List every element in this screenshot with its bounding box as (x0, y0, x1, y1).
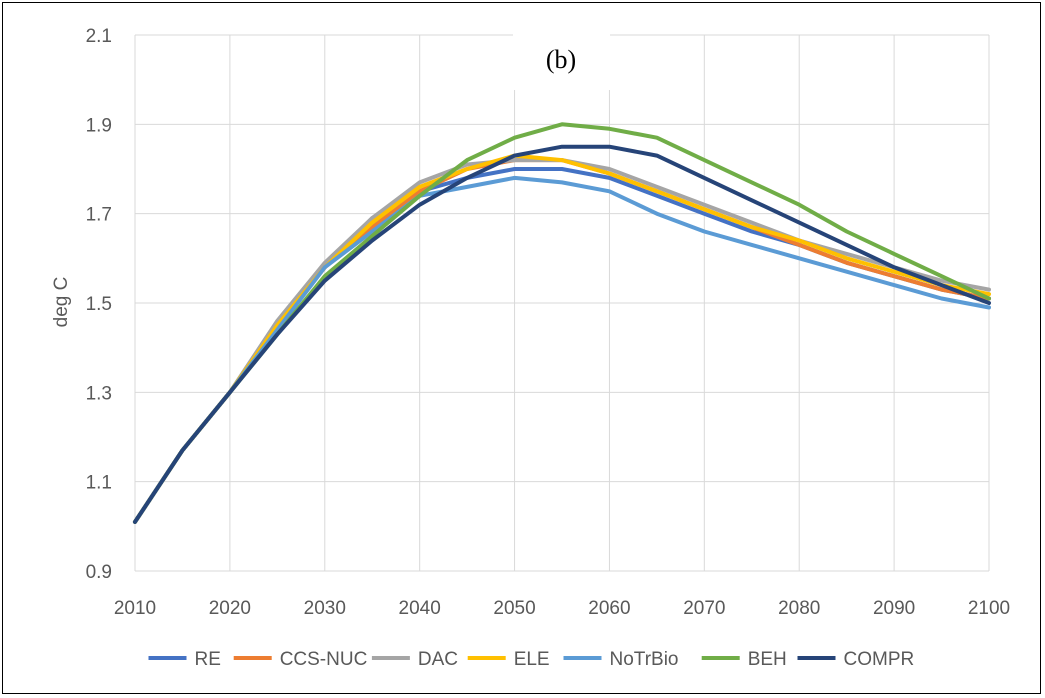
series-line-dac (133, 158, 991, 524)
legend: RE CCS-NUC DAC ELE NoTrBio BEH COMPR (148, 649, 915, 670)
series-line-ele (133, 153, 991, 524)
legend-item-ccs-nuc: CCS-NUC (233, 649, 368, 670)
x-tick-label: 2080 (778, 598, 820, 619)
x-tick-label: 2090 (873, 598, 915, 619)
y-tick-label: 1.3 (86, 383, 112, 404)
x-tick-labels: 2010 2020 2030 2040 2050 2060 2070 2080 2090 2100 (114, 598, 1010, 619)
chart-title: (b) (546, 45, 576, 74)
legend-item-ele: ELE (467, 649, 550, 670)
legend-label: ELE (514, 649, 550, 670)
y-tick-label: 1.7 (86, 205, 112, 226)
x-tick-label: 2050 (493, 598, 535, 619)
y-tick-label: 2.1 (86, 26, 112, 47)
y-tick-label: 1.1 (86, 473, 112, 494)
y-axis-title: deg C (51, 277, 72, 328)
x-tick-label: 2070 (683, 598, 725, 619)
legend-label: RE (195, 649, 221, 670)
legend-item-beh: BEH (701, 649, 787, 670)
legend-label: CCS-NUC (280, 649, 368, 670)
x-tick-label: 2100 (968, 598, 1010, 619)
legend-label: DAC (418, 649, 458, 670)
x-tick-label: 2040 (399, 598, 441, 619)
x-tick-label: 2020 (209, 598, 251, 619)
legend-label: NoTrBio (610, 649, 679, 670)
x-tick-label: 2060 (588, 598, 630, 619)
legend-item-dac: DAC (371, 649, 458, 670)
series-lines (133, 122, 991, 524)
y-tick-labels: 0.9 1.1 1.3 1.5 1.7 1.9 2.1 (86, 26, 112, 583)
legend-item-compr: COMPR (797, 649, 915, 670)
grid-lines (134, 34, 990, 572)
y-tick-label: 1.9 (86, 115, 112, 136)
x-tick-label: 2010 (114, 598, 156, 619)
y-tick-label: 1.5 (86, 294, 112, 315)
legend-label: COMPR (844, 649, 915, 670)
title-background (513, 30, 610, 90)
series-line-notrbio (133, 175, 991, 524)
legend-item-notrbio: NoTrBio (563, 649, 679, 670)
legend-label: BEH (748, 649, 787, 670)
y-tick-label: 0.9 (86, 562, 112, 583)
title-box: (b) (513, 30, 610, 90)
x-tick-label: 2030 (304, 598, 346, 619)
legend-item-re: RE (148, 649, 221, 670)
series-line-compr (133, 144, 991, 524)
